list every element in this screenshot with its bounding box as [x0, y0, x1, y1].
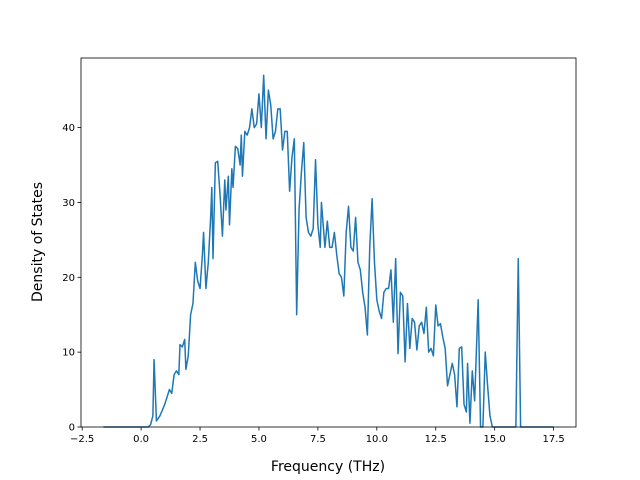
x-tick-label: 7.5 — [310, 434, 326, 445]
x-tick-label: 15.0 — [484, 434, 506, 445]
y-tick-label: 0 — [69, 423, 75, 434]
y-axis-label: Density of States — [30, 182, 46, 302]
x-tick-label: 10.0 — [366, 434, 388, 445]
x-tick-label: 17.5 — [542, 434, 564, 445]
dos-line — [103, 74, 554, 428]
x-tick-label: 2.5 — [192, 434, 208, 445]
x-tick-label: 12.5 — [425, 434, 447, 445]
y-tick-label: 10 — [62, 348, 75, 359]
x-tick-label: −2.5 — [70, 434, 94, 445]
y-tick-label: 20 — [62, 273, 75, 284]
x-axis-label: Frequency (THz) — [271, 459, 385, 475]
x-tick-label: 0.0 — [133, 434, 149, 445]
x-tick-label: 5.0 — [251, 434, 267, 445]
y-tick-label: 30 — [62, 198, 75, 209]
y-tick-label: 40 — [62, 123, 75, 134]
axes-frame — [80, 57, 577, 428]
